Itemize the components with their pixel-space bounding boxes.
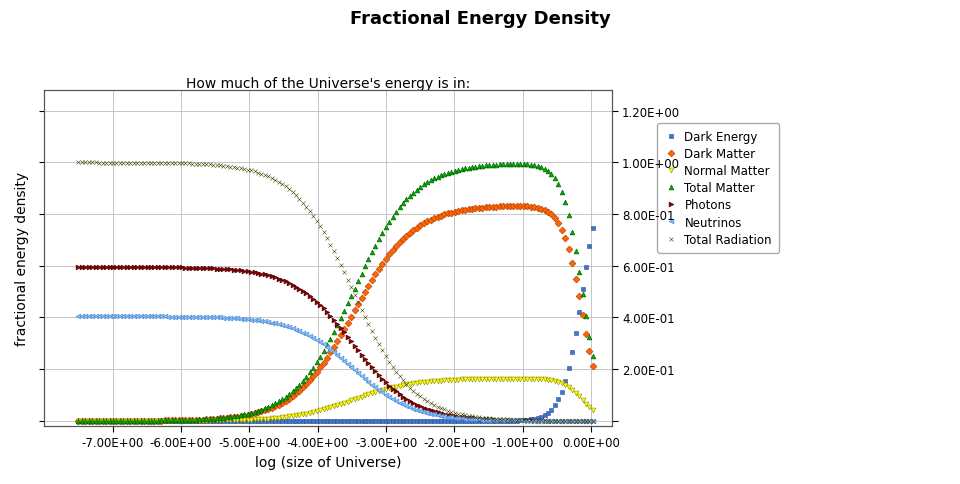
Title: How much of the Universe's energy is in:: How much of the Universe's energy is in: xyxy=(186,77,470,91)
Normal Matter xyxy=(511,376,522,382)
Normal Matter xyxy=(389,384,400,390)
Total Matter xyxy=(542,168,554,174)
Neutrinos xyxy=(508,418,519,424)
Photons xyxy=(73,265,84,271)
Dark Energy xyxy=(588,217,600,223)
Dark Matter xyxy=(380,257,392,262)
Total Radiation xyxy=(380,353,392,359)
Dark Energy xyxy=(75,418,86,424)
X-axis label: log (size of Universe): log (size of Universe) xyxy=(254,455,401,469)
Text: Fractional Energy Density: Fractional Energy Density xyxy=(349,10,611,28)
Total Radiation xyxy=(73,160,84,166)
Dark Matter xyxy=(75,418,86,424)
Normal Matter xyxy=(378,387,390,393)
Photons xyxy=(588,418,600,424)
Total Radiation xyxy=(378,350,390,356)
Total Radiation xyxy=(75,160,86,166)
Photons xyxy=(540,418,552,424)
Y-axis label: fractional energy density: fractional energy density xyxy=(15,172,29,346)
Total Matter xyxy=(588,361,600,367)
Photons xyxy=(389,387,400,393)
Dark Energy xyxy=(389,418,400,424)
Legend: Dark Energy, Dark Matter, Normal Matter, Total Matter, Photons, Neutrinos, Total: Dark Energy, Dark Matter, Normal Matter,… xyxy=(658,123,779,253)
Dark Matter xyxy=(378,259,390,265)
Dark Matter xyxy=(542,210,554,215)
Total Radiation xyxy=(508,417,519,423)
Line: Total Radiation: Total Radiation xyxy=(76,161,597,424)
Total Matter xyxy=(73,418,84,424)
Neutrinos xyxy=(389,397,400,403)
Normal Matter xyxy=(588,408,600,414)
Line: Dark Energy: Dark Energy xyxy=(76,218,597,424)
Total Radiation xyxy=(540,418,552,424)
Total Radiation xyxy=(588,418,600,424)
Line: Photons: Photons xyxy=(76,265,597,424)
Dark Energy xyxy=(380,418,392,424)
Neutrinos xyxy=(588,418,600,424)
Total Radiation xyxy=(389,366,400,372)
Normal Matter xyxy=(73,418,84,424)
Dark Energy xyxy=(378,418,390,424)
Normal Matter xyxy=(75,418,86,424)
Normal Matter xyxy=(380,386,392,392)
Total Matter xyxy=(389,212,400,218)
Total Matter xyxy=(378,227,390,233)
Photons xyxy=(378,378,390,384)
Normal Matter xyxy=(542,377,554,383)
Total Matter xyxy=(511,162,522,167)
Neutrinos xyxy=(380,392,392,398)
Dark Energy xyxy=(508,418,519,424)
Dark Matter xyxy=(389,246,400,252)
Photons xyxy=(380,379,392,385)
Line: Neutrinos: Neutrinos xyxy=(76,314,597,424)
Line: Normal Matter: Normal Matter xyxy=(76,377,597,424)
Neutrinos xyxy=(378,391,390,396)
Neutrinos xyxy=(75,314,86,319)
Normal Matter xyxy=(508,376,519,382)
Total Matter xyxy=(75,418,86,424)
Dark Matter xyxy=(508,204,519,210)
Dark Energy xyxy=(73,418,84,424)
Total Matter xyxy=(380,225,392,231)
Total Matter xyxy=(508,162,519,167)
Dark Matter xyxy=(588,370,600,376)
Photons xyxy=(508,417,519,423)
Dark Energy xyxy=(540,411,552,417)
Neutrinos xyxy=(540,418,552,424)
Neutrinos xyxy=(73,314,84,319)
Line: Dark Matter: Dark Matter xyxy=(76,204,597,424)
Line: Total Matter: Total Matter xyxy=(76,162,597,424)
Dark Matter xyxy=(511,204,522,210)
Photons xyxy=(75,265,86,271)
Dark Matter xyxy=(73,418,84,424)
